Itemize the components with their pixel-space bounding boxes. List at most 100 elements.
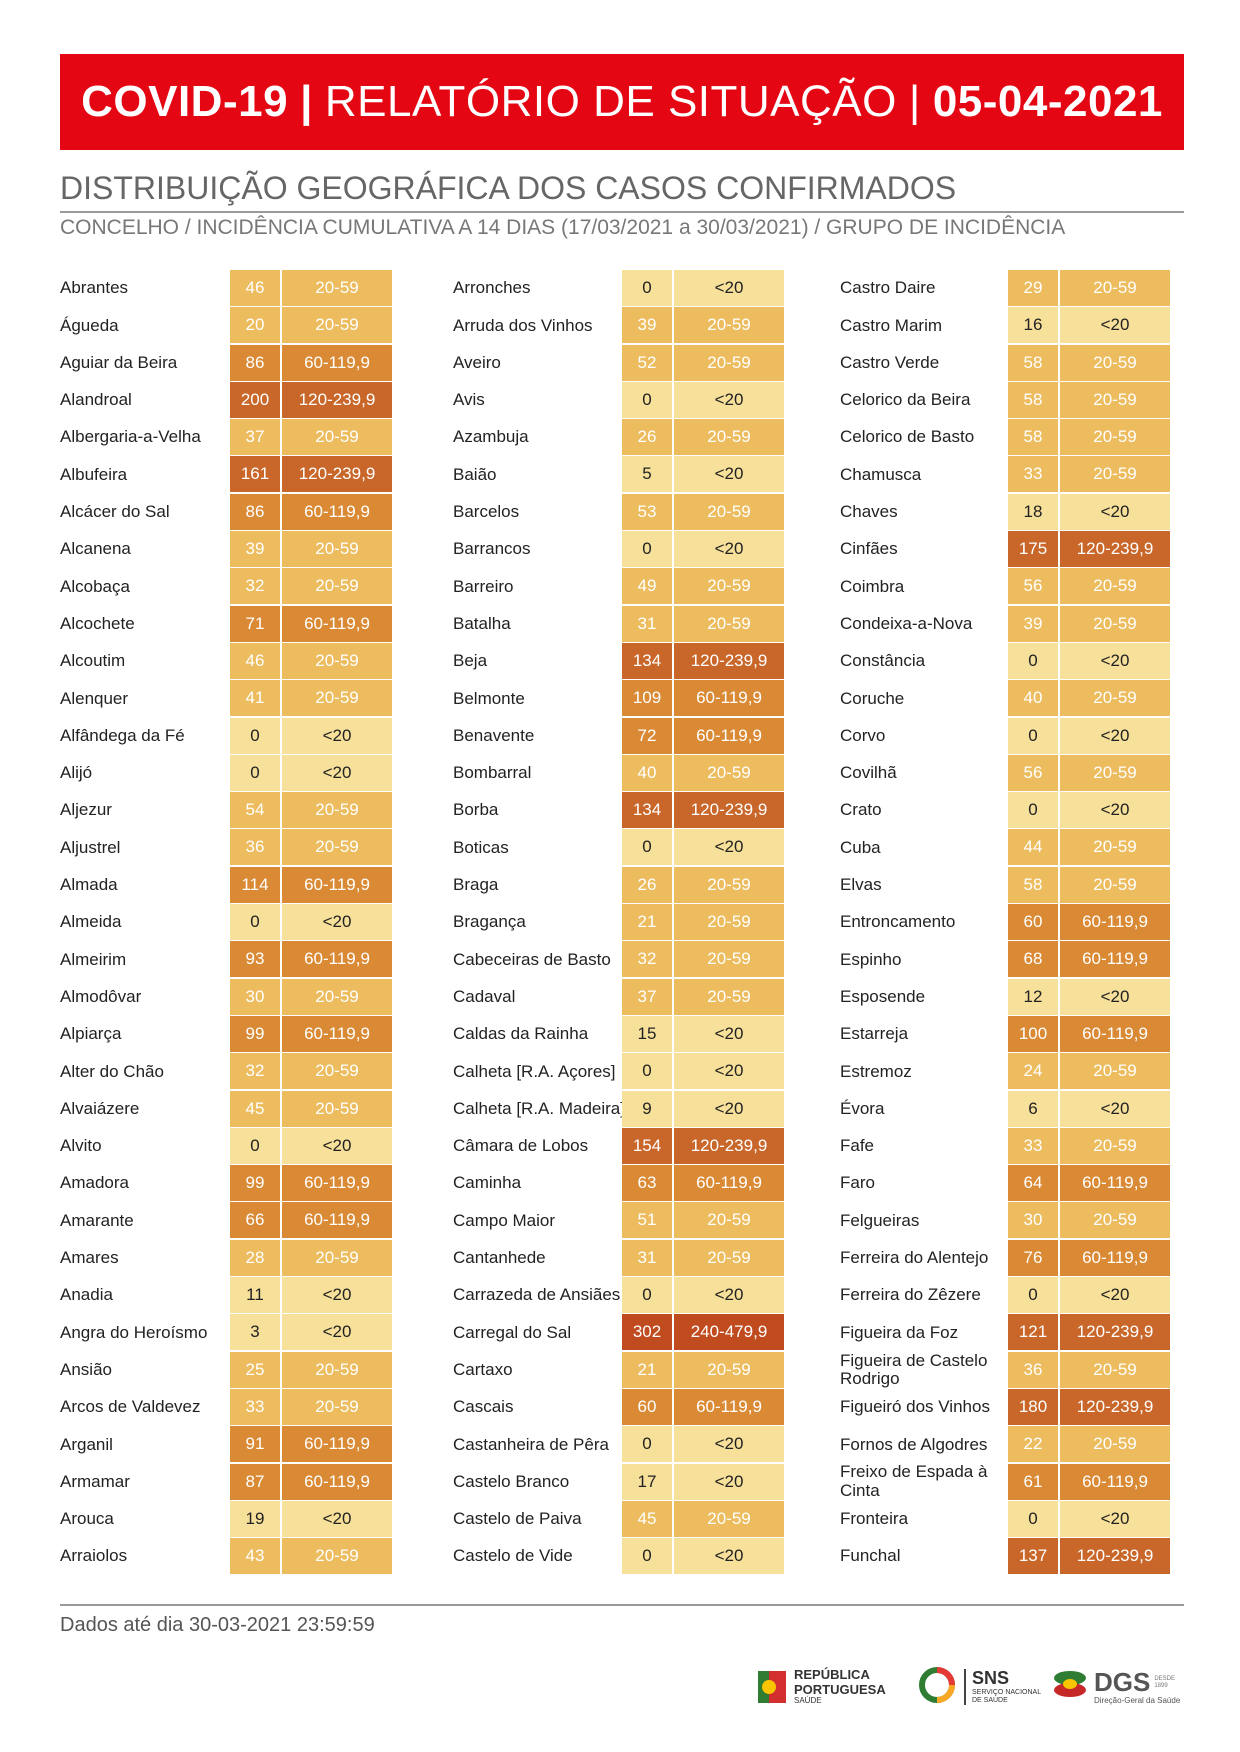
municipality-name: Alandroal — [60, 390, 132, 410]
incidence-value: 11 — [230, 1277, 280, 1315]
incidence-group: 20-59 — [280, 829, 392, 867]
municipality-name: Alpiarça — [60, 1024, 122, 1044]
municipality-name: Fornos de Algodres — [840, 1434, 988, 1454]
municipality-name: Angra do Heroísmo — [60, 1322, 208, 1342]
incidence-value: 86 — [230, 344, 280, 382]
incidence-group: 20-59 — [1058, 1127, 1170, 1165]
municipality-name: Estremoz — [840, 1061, 912, 1081]
municipality-name: Figueira de Castelo Rodrigo — [840, 1350, 988, 1389]
incidence-group: 20-59 — [1058, 381, 1170, 419]
municipality-name: Alvito — [60, 1136, 102, 1156]
municipality-name: Almeida — [60, 912, 122, 932]
incidence-value: 0 — [622, 1277, 672, 1315]
incidence-value: 60 — [622, 1388, 672, 1426]
municipality-name: Caminha — [453, 1173, 522, 1193]
municipality-name: Alfândega da Fé — [60, 725, 185, 745]
incidence-value: 87 — [230, 1463, 280, 1501]
incidence-group: <20 — [1058, 1277, 1170, 1315]
incidence-group: <20 — [672, 1090, 784, 1128]
incidence-group: <20 — [280, 1500, 392, 1538]
section-title: DISTRIBUIÇÃO GEOGRÁFICA DOS CASOS CONFIR… — [60, 170, 1184, 213]
incidence-group: <20 — [672, 456, 784, 494]
municipality-name: Arouca — [60, 1509, 114, 1529]
municipality-name: Figueiró dos Vinhos — [840, 1397, 990, 1417]
incidence-value: 100 — [1008, 1015, 1058, 1053]
incidence-group: 20-59 — [672, 904, 784, 942]
incidence-value: 44 — [1008, 829, 1058, 867]
municipality-name: Caldas da Rainha — [453, 1024, 589, 1044]
municipality-name: Fronteira — [840, 1509, 909, 1529]
municipality-name: Amarante — [60, 1210, 134, 1230]
municipality-name: Barcelos — [453, 502, 520, 522]
incidence-group: <20 — [1058, 717, 1170, 755]
incidence-value: 45 — [622, 1500, 672, 1538]
municipality-name: Albufeira — [60, 464, 128, 484]
sns-line-3: DE SAÚDE — [972, 1696, 1008, 1704]
incidence-group: 20-59 — [280, 568, 392, 606]
incidence-value: 9 — [622, 1090, 672, 1128]
municipality-name: Figueira da Foz — [840, 1322, 959, 1342]
municipality-name: Borba — [453, 800, 499, 820]
municipality-name: Chamusca — [840, 464, 922, 484]
municipality-name: Alcochete — [60, 613, 135, 633]
incidence-value: 33 — [230, 1388, 280, 1426]
municipality-name: Arraiolos — [60, 1546, 128, 1566]
municipality-name: Elvas — [840, 875, 882, 895]
incidence-value: 3 — [230, 1314, 280, 1352]
incidence-value: 137 — [1008, 1538, 1058, 1576]
incidence-value: 58 — [1008, 419, 1058, 457]
dgs-since: DESDE 1899 — [1154, 1676, 1176, 1689]
incidence-group: 20-59 — [672, 1500, 784, 1538]
incidence-group: 20-59 — [280, 642, 392, 680]
incidence-value: 175 — [1008, 531, 1058, 569]
incidence-group: <20 — [672, 1015, 784, 1053]
municipality-name: Barreiro — [453, 576, 514, 596]
incidence-value: 32 — [230, 1053, 280, 1091]
municipality-name: Cabeceiras de Basto — [453, 949, 611, 969]
incidence-value: 0 — [1008, 1500, 1058, 1538]
municipality-name: Alcobaça — [60, 576, 130, 596]
municipality-name: Baião — [453, 464, 497, 484]
incidence-group: 60-119,9 — [280, 344, 392, 382]
municipality-name: Alenquer — [60, 688, 129, 708]
incidence-group: 120-239,9 — [672, 1127, 784, 1165]
dgs-emblem-icon — [1052, 1668, 1088, 1707]
incidence-group: 60-119,9 — [1058, 941, 1170, 979]
incidence-group: 20-59 — [280, 270, 392, 307]
incidence-value: 51 — [622, 1202, 672, 1240]
municipality-name: Cinfães — [840, 539, 898, 559]
municipality-name: Bragança — [453, 912, 526, 932]
incidence-group: 20-59 — [672, 344, 784, 382]
incidence-group: 20-59 — [672, 754, 784, 792]
municipality-name: Cuba — [840, 837, 881, 857]
incidence-value: 71 — [230, 605, 280, 643]
incidence-group: <20 — [1058, 1090, 1170, 1128]
incidence-value: 56 — [1008, 568, 1058, 606]
municipality-name: Ferreira do Alentejo — [840, 1248, 989, 1268]
incidence-value: 31 — [622, 1239, 672, 1277]
incidence-group: <20 — [672, 531, 784, 569]
incidence-group: 20-59 — [1058, 419, 1170, 457]
incidence-value: 0 — [1008, 792, 1058, 830]
incidence-group: 60-119,9 — [280, 941, 392, 979]
incidence-group: 20-59 — [280, 978, 392, 1016]
municipality-name: Cadaval — [453, 986, 516, 1006]
municipality-name: Castelo Branco — [453, 1471, 570, 1491]
incidence-group: <20 — [672, 1426, 784, 1464]
incidence-group: 20-59 — [1058, 344, 1170, 382]
sns-logo: SNS SERVIÇO NACIONAL DE SAÚDE — [918, 1664, 1041, 1710]
municipality-name: Felgueiras — [840, 1210, 920, 1230]
incidence-group: <20 — [280, 717, 392, 755]
incidence-value: 64 — [1008, 1165, 1058, 1203]
incidence-value: 31 — [622, 605, 672, 643]
incidence-group: 20-59 — [672, 1351, 784, 1389]
incidence-value: 180 — [1008, 1388, 1058, 1426]
sns-line-2: SERVIÇO NACIONAL — [972, 1689, 1042, 1697]
incidence-group: 60-119,9 — [1058, 1463, 1170, 1501]
incidence-group: 120-239,9 — [1058, 531, 1170, 569]
municipality-name: Freixo de Espada à Cinta — [840, 1462, 988, 1501]
municipality-name: Braga — [453, 875, 499, 895]
incidence-value: 24 — [1008, 1053, 1058, 1091]
municipality-name: Faro — [840, 1173, 875, 1193]
incidence-group: 60-119,9 — [1058, 1165, 1170, 1203]
